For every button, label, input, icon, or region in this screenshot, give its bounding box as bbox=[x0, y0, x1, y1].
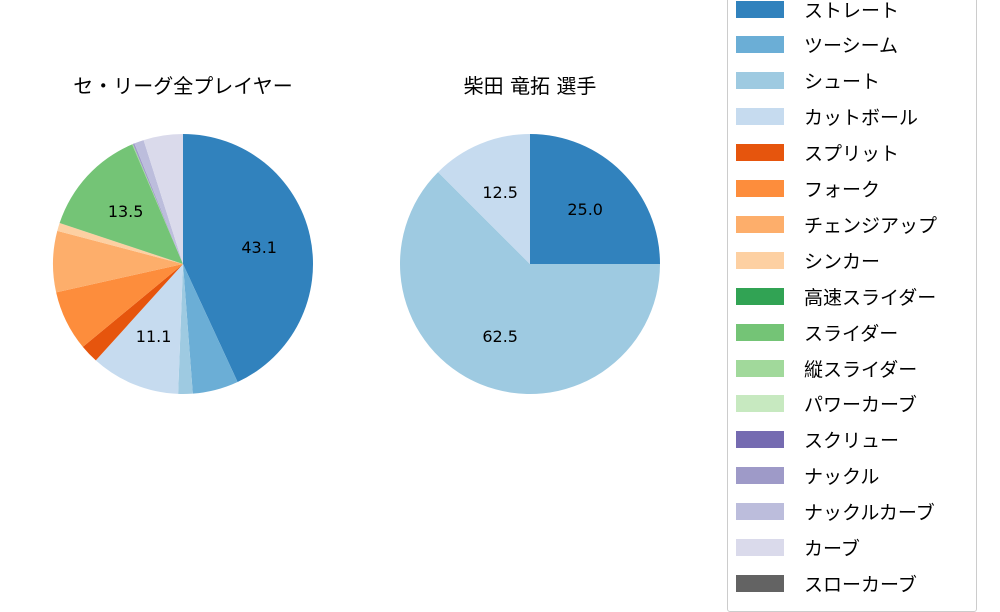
pie-value-label: 12.5 bbox=[482, 183, 518, 202]
pie-slice bbox=[52, 230, 183, 293]
legend-swatch-icon bbox=[736, 539, 784, 556]
pie-slice bbox=[132, 144, 183, 264]
legend-swatch-icon bbox=[736, 467, 784, 485]
pie-slice bbox=[59, 144, 183, 264]
legend-item: カットボール bbox=[736, 105, 918, 129]
legend-item: 高速スライダー bbox=[736, 284, 937, 309]
legend-label: チェンジアップ bbox=[804, 214, 938, 237]
legend-swatch-icon bbox=[736, 72, 784, 90]
legend-item: スプリット bbox=[736, 141, 899, 165]
legend-item: スローカーブ bbox=[736, 571, 917, 596]
pie-slice bbox=[57, 223, 183, 264]
legend-label: 縦スライダー bbox=[804, 358, 918, 381]
legend-item: パワーカーブ bbox=[736, 392, 917, 416]
legend-label: ストレート bbox=[804, 0, 900, 22]
left-chart-title: セ・リーグ全プレイヤー bbox=[73, 74, 293, 98]
legend-label: カーブ bbox=[804, 538, 860, 560]
legend-swatch-icon bbox=[736, 287, 784, 305]
pie-slice bbox=[134, 140, 183, 264]
pie-slice bbox=[132, 143, 183, 264]
legend-item: ストレート bbox=[736, 0, 900, 22]
legend-swatch-icon bbox=[736, 359, 784, 377]
legend-label: スプリット bbox=[804, 143, 900, 166]
legend-swatch-icon bbox=[736, 0, 784, 18]
legend: ストレートツーシームシュートカットボール スプリットフォークチェンジアップ シンカー… bbox=[727, 0, 977, 612]
legend-swatch-icon bbox=[736, 503, 784, 521]
legend-item: ナックル bbox=[736, 464, 879, 488]
legend-label: フォーク bbox=[804, 179, 881, 201]
legend-item: カーブ bbox=[736, 536, 860, 560]
pie-slice bbox=[183, 134, 313, 382]
legend-label: シンカー bbox=[804, 250, 881, 273]
pie-slice bbox=[82, 264, 183, 361]
legend-item: スライダー bbox=[736, 320, 899, 345]
legend-label: パワーカーブ bbox=[804, 394, 917, 417]
pie-slice bbox=[178, 264, 193, 394]
legend-label: 高速スライダー bbox=[804, 286, 937, 309]
legend-item: シュート bbox=[736, 69, 880, 93]
pie-value-label: 13.5 bbox=[108, 202, 144, 221]
legend-swatch-icon bbox=[736, 36, 784, 54]
legend-swatch-icon bbox=[736, 215, 784, 233]
pie-slice bbox=[183, 264, 238, 394]
legend-label: スライダー bbox=[804, 322, 899, 345]
league-pie-chart: 43.1 11.1 13.5 bbox=[52, 134, 313, 394]
legend-swatch-icon bbox=[736, 251, 784, 269]
legend-swatch-icon bbox=[736, 431, 784, 449]
legend-swatch-icon bbox=[736, 395, 784, 413]
legend-item: ナックルカーブ bbox=[736, 500, 935, 524]
right-chart-title: 柴田 竜拓 選手 bbox=[463, 74, 597, 98]
player-pie-chart: 25.0 62.5 12.5 bbox=[399, 134, 660, 394]
legend-swatch-icon bbox=[736, 144, 784, 162]
legend-item: フォーク bbox=[736, 177, 880, 201]
legend-label: シュート bbox=[804, 71, 881, 94]
pie-value-label: 25.0 bbox=[567, 200, 603, 219]
pie-slice bbox=[56, 264, 183, 347]
legend-label: ナックル bbox=[804, 466, 880, 489]
legend-item: ツーシーム bbox=[736, 33, 898, 57]
legend-item: スクリュー bbox=[736, 428, 899, 452]
pie-value-label: 11.1 bbox=[136, 327, 172, 346]
legend-swatch-icon bbox=[736, 180, 784, 197]
legend-item: 縦スライダー bbox=[736, 356, 918, 381]
pie-value-label: 62.5 bbox=[482, 327, 518, 346]
legend-swatch-icon bbox=[736, 108, 784, 126]
legend-swatch-icon bbox=[736, 323, 784, 341]
pie-slice bbox=[530, 134, 660, 264]
pie-slice bbox=[438, 134, 530, 264]
legend-label: ツーシーム bbox=[804, 35, 899, 58]
legend-label: カットボール bbox=[804, 107, 919, 130]
pie-slice bbox=[399, 172, 660, 394]
legend-item: チェンジアップ bbox=[736, 212, 938, 237]
legend-label: スクリュー bbox=[804, 430, 900, 453]
pie-slice bbox=[95, 264, 183, 394]
legend-item: シンカー bbox=[736, 248, 881, 273]
legend-label: スローカーブ bbox=[804, 573, 917, 596]
legend-swatch-icon bbox=[736, 574, 784, 592]
pie-slice bbox=[143, 134, 183, 264]
legend-label: ナックルカーブ bbox=[804, 502, 935, 525]
pie-value-label: 43.1 bbox=[241, 238, 277, 257]
